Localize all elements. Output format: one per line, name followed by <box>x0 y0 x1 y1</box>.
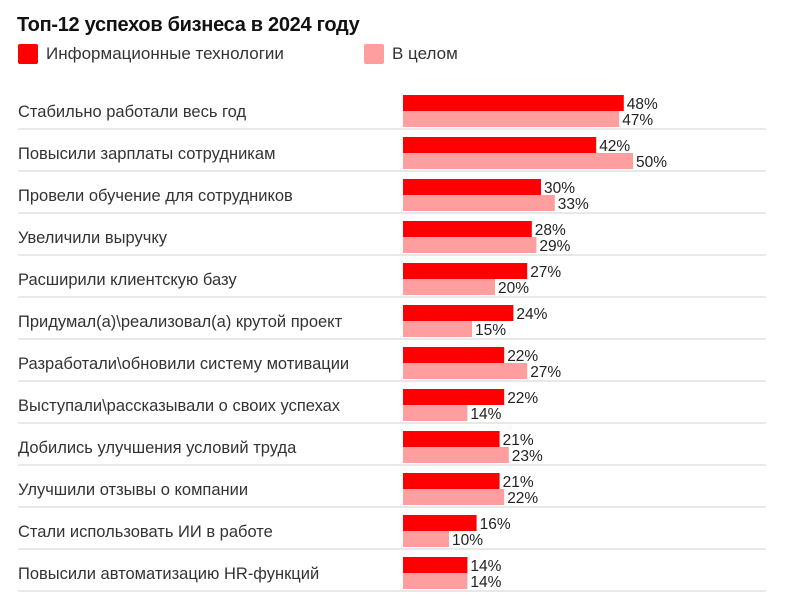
bar-overall <box>403 363 528 379</box>
legend-swatch-it <box>18 44 38 64</box>
bar-overall <box>403 573 468 589</box>
value-label-it: 22% <box>507 348 538 365</box>
legend-label-it: Информационные технологии <box>46 44 284 63</box>
value-label-overall: 23% <box>512 448 543 465</box>
chart-title: Топ-12 успехов бизнеса в 2024 году <box>17 14 360 36</box>
category-label: Придумал(а)\реализовал(а) крутой проект <box>18 313 343 331</box>
value-label-it: 28% <box>535 222 566 239</box>
value-label-it: 48% <box>627 96 658 113</box>
value-label-it: 42% <box>599 138 630 155</box>
category-label: Расширили клиентскую базу <box>18 271 237 289</box>
value-label-overall: 22% <box>507 490 538 507</box>
value-label-overall: 20% <box>498 280 529 297</box>
category-label: Стали использовать ИИ в работе <box>18 523 273 541</box>
value-label-it: 24% <box>516 306 547 323</box>
bar-it <box>403 95 624 111</box>
category-label: Провели обучение для сотрудников <box>18 187 293 205</box>
value-label-it: 21% <box>503 432 534 449</box>
category-label: Увеличили выручку <box>18 229 168 247</box>
bar-it <box>403 431 500 447</box>
value-label-overall: 15% <box>475 322 506 339</box>
bar-it <box>403 137 597 153</box>
value-label-it: 22% <box>507 390 538 407</box>
category-label: Разработали\обновили систему мотивации <box>18 355 349 373</box>
value-label-overall: 50% <box>636 154 667 171</box>
value-label-it: 16% <box>480 516 511 533</box>
bar-it <box>403 347 505 363</box>
value-label-overall: 27% <box>530 364 561 381</box>
value-label-overall: 47% <box>622 112 653 129</box>
bar-it <box>403 221 532 237</box>
bar-overall <box>403 237 537 253</box>
value-label-overall: 10% <box>452 532 483 549</box>
value-label-it: 21% <box>503 474 534 491</box>
bar-overall <box>403 405 468 421</box>
bar-overall <box>403 447 509 463</box>
value-label-it: 27% <box>530 264 561 281</box>
bar-overall <box>403 153 633 169</box>
category-label: Повысили зарплаты сотрудникам <box>18 145 275 163</box>
legend-swatch-overall <box>364 44 384 64</box>
bar-it <box>403 473 500 489</box>
legend-item-it: Информационные технологии <box>18 44 284 64</box>
bar-overall <box>403 279 495 295</box>
legend-label-overall: В целом <box>392 44 458 63</box>
category-label: Выступали\рассказывали о своих успехах <box>18 397 341 415</box>
bar-it <box>403 305 514 321</box>
value-label-overall: 14% <box>470 574 501 591</box>
value-label-overall: 33% <box>558 196 589 213</box>
bar-overall <box>403 321 472 337</box>
bar-overall <box>403 531 449 547</box>
value-label-it: 30% <box>544 180 575 197</box>
category-label: Улучшили отзывы о компании <box>18 481 248 499</box>
bar-it <box>403 389 505 405</box>
bar-overall <box>403 111 620 127</box>
legend-item-overall: В целом <box>364 44 458 64</box>
value-label-overall: 29% <box>539 238 570 255</box>
bar-it <box>403 179 541 195</box>
category-label: Повысили автоматизацию HR-функций <box>18 565 319 583</box>
value-label-overall: 14% <box>470 406 501 423</box>
bar-overall <box>403 489 505 505</box>
bar-overall <box>403 195 555 211</box>
bar-it <box>403 557 468 573</box>
category-label: Стабильно работали весь год <box>18 103 246 121</box>
bar-it <box>403 515 477 531</box>
category-label: Добились улучшения условий труда <box>18 439 297 457</box>
value-label-it: 14% <box>470 558 501 575</box>
bar-it <box>403 263 528 279</box>
